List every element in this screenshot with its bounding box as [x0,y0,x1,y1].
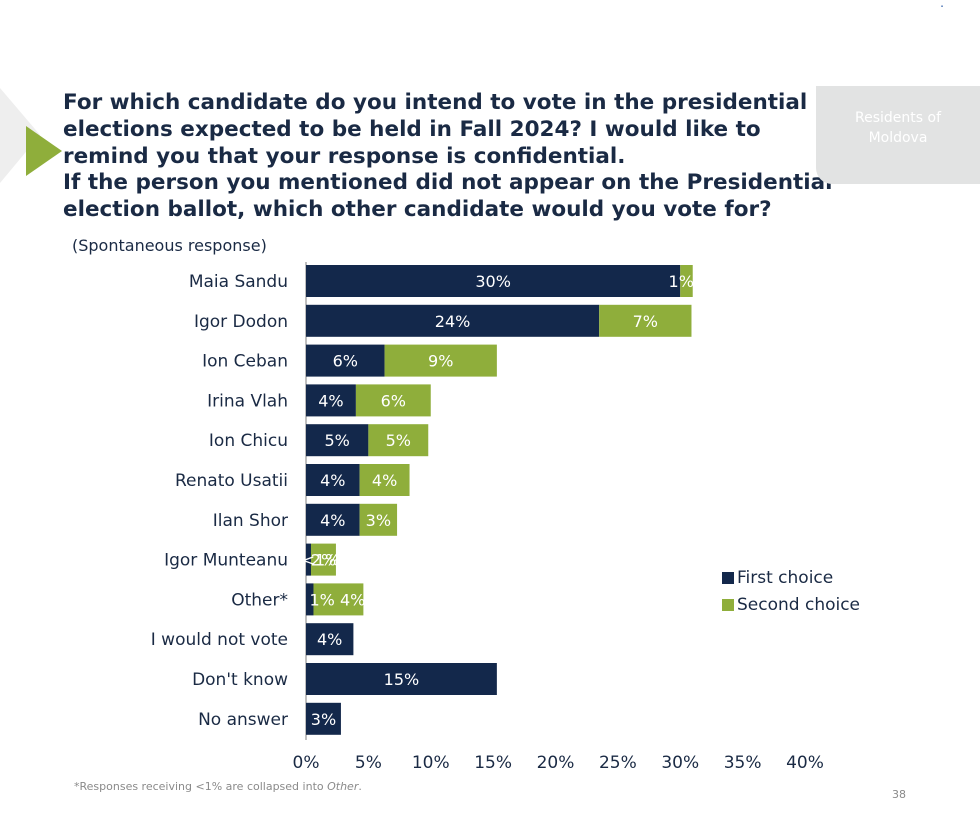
category-label: Igor Dodon [194,312,288,332]
bar-second-choice [355,384,431,417]
title-line: For which candidate do you intend to vot… [63,90,808,115]
legend-item-second-choice: Second choice [722,591,860,618]
category-label: Irina Vlah [207,391,288,411]
data-label-second-choice: 6% [381,391,406,410]
title-line: election ballot, which other candidate w… [63,197,772,223]
bar-second-choice [384,344,497,377]
footnote: *Responses receiving <1% are collapsed i… [74,780,362,793]
x-tick-label: 10% [412,753,450,773]
bar-second-choice [313,583,364,616]
bar-first-choice [306,265,681,297]
data-label-second-choice: 2% [311,551,336,570]
bar-second-choice [359,503,398,536]
data-label-first-choice: 4% [320,471,345,490]
data-label-second-choice: 7% [633,312,658,331]
bar-first-choice [306,344,385,377]
category-label: Ion Ceban [202,352,288,372]
category-label: Ion Chicu [209,431,288,451]
bar-second-choice [368,424,429,457]
bar-second-choice [680,265,693,297]
footnote-emphasis: Other [327,780,359,793]
data-label-second-choice: 9% [428,352,453,371]
audience-tab: Residents of Moldova [816,86,980,184]
footnote-suffix: . [358,780,362,793]
bar-first-choice [306,543,311,576]
data-label-first-choice: 30% [475,272,511,291]
bar-first-choice [306,304,600,337]
data-label-first-choice: 4% [318,391,343,410]
data-label-second-choice: 4% [372,471,397,490]
data-label-first-choice: 4% [317,630,342,649]
x-tick-label: 35% [724,753,762,773]
data-label-first-choice: 5% [324,431,349,450]
bar-second-choice [599,304,692,337]
x-tick-label: 20% [537,753,575,773]
bar-second-choice [310,543,336,576]
x-tick-label: 40% [786,753,824,773]
footnote-prefix: *Responses receiving <1% are collapsed i… [74,780,328,793]
data-label-second-choice: 1% [669,272,694,291]
data-label-first-choice: 24% [435,312,471,331]
legend-swatch-second-choice [722,598,734,611]
title-line: remind you that your response is confide… [63,143,626,169]
bar-first-choice [306,424,369,457]
bar-second-choice [359,464,410,496]
title-line: If the person you mentioned did not appe… [63,170,833,196]
x-tick-label: 30% [661,753,699,773]
bar-first-choice [306,702,341,735]
chart-legend: First choice Second choice [722,564,860,618]
bar-first-choice [306,464,360,496]
page-number: 38 [892,788,906,801]
x-tick-label: 5% [355,753,382,773]
category-label: Renato Usatii [175,471,288,491]
audience-tab-line: Residents of [855,110,941,126]
data-label-first-choice: 15% [384,670,420,689]
bar-first-choice [306,384,356,417]
slide-title: For which candidate do you intend to vot… [63,90,833,224]
legend-label: First choice [737,567,834,588]
audience-tab-line: Moldova [868,130,928,146]
category-label: Igor Munteanu [164,551,288,571]
legend-label: Second choice [737,594,861,615]
decorative-chevron-background [0,88,40,183]
category-label: Maia Sandu [189,272,288,292]
title-line: elections expected to be held in Fall 20… [63,116,761,142]
legend-item-first-choice: First choice [722,564,860,591]
category-label: No answer [198,710,288,730]
legend-swatch-first-choice [722,571,734,584]
bar-first-choice [306,503,360,536]
bar-first-choice [306,583,314,616]
green-arrow-icon [26,126,62,176]
data-label-second-choice: 1% 4% [310,590,366,609]
data-label-second-choice: 3% [366,511,391,530]
bar-first-choice [306,663,497,695]
x-tick-label: 15% [474,753,512,773]
data-label-first-choice: <1% [302,551,341,570]
chart-subtitle: (Spontaneous response) [72,236,267,255]
category-label: I would not vote [151,630,288,650]
corner-dot: . [940,0,944,10]
category-label: Ilan Shor [213,511,288,531]
category-label: Don't know [192,670,288,690]
data-label-first-choice: 6% [333,352,358,371]
x-tick-label: 25% [599,753,637,773]
data-label-first-choice: 4% [320,511,345,530]
category-label: Other* [231,590,288,610]
bar-first-choice [306,623,354,656]
data-label-second-choice: 5% [386,431,411,450]
data-label-first-choice: 3% [311,710,336,729]
x-tick-label: 0% [293,753,320,773]
